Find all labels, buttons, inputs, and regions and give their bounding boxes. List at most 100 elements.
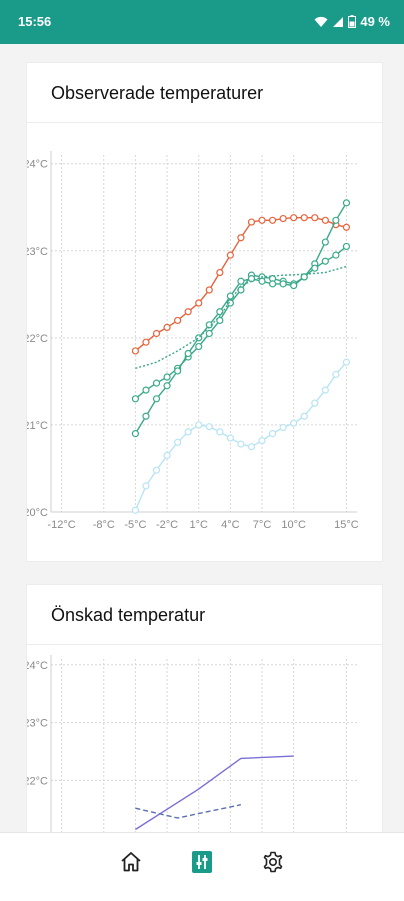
x-tick-label: -8°C bbox=[93, 519, 115, 531]
series-line-0 bbox=[135, 755, 294, 831]
data-point bbox=[205, 286, 213, 294]
data-point bbox=[216, 268, 224, 277]
data-point bbox=[237, 286, 245, 294]
data-point bbox=[268, 430, 277, 438]
x-tick-label: 10°C bbox=[281, 519, 306, 531]
data-point bbox=[131, 395, 140, 403]
data-point bbox=[279, 423, 287, 432]
data-point bbox=[279, 280, 287, 288]
data-point bbox=[163, 382, 171, 390]
x-tick-label: -5°C bbox=[124, 519, 146, 531]
data-point bbox=[216, 316, 224, 325]
data-point bbox=[321, 386, 329, 394]
y-tick-label: 23°C bbox=[27, 718, 48, 730]
observed-temperatures-chart: 20°C 21°C 22°C 23°C 24°C -12°C -8°C -5°C -2°C 1°C… bbox=[27, 151, 359, 531]
card-title: Observerade temperaturer bbox=[51, 83, 264, 103]
data-point bbox=[142, 412, 150, 420]
home-icon bbox=[121, 852, 141, 872]
y-tick-label: 20°C bbox=[27, 507, 48, 519]
data-point bbox=[290, 282, 298, 290]
data-point bbox=[311, 214, 319, 222]
data-point bbox=[311, 399, 319, 407]
data-point bbox=[247, 218, 256, 226]
data-point bbox=[332, 216, 340, 224]
status-time: 15:56 bbox=[18, 14, 52, 29]
main-content[interactable]: Observerade temperaturer 20°C 21°C 22°C 23°… bbox=[0, 44, 404, 832]
data-point bbox=[342, 358, 351, 366]
data-point bbox=[290, 419, 298, 427]
desired-temperature-card: Önskad temperatur 21°C22°C23°C24°C bbox=[26, 584, 383, 832]
nav-control-button[interactable] bbox=[187, 847, 217, 877]
data-point bbox=[152, 329, 161, 338]
data-point bbox=[226, 251, 234, 259]
data-point bbox=[258, 437, 266, 445]
data-point bbox=[247, 443, 256, 451]
data-point bbox=[205, 329, 213, 338]
data-point bbox=[268, 216, 277, 224]
data-point bbox=[174, 438, 182, 446]
y-tick-label: 24°C bbox=[27, 159, 48, 171]
observed-temperatures-card: Observerade temperaturer 20°C 21°C 22°C 23°… bbox=[26, 62, 383, 562]
data-point bbox=[205, 423, 213, 431]
data-point bbox=[142, 386, 150, 394]
data-point bbox=[163, 451, 171, 460]
data-point bbox=[300, 273, 308, 281]
wifi-icon bbox=[314, 16, 328, 28]
x-tick-label: 4°C bbox=[221, 519, 240, 531]
status-bar: 15:56 49 % bbox=[0, 0, 404, 44]
data-point bbox=[332, 370, 340, 379]
data-point bbox=[237, 277, 245, 285]
data-point bbox=[342, 199, 351, 207]
y-tick-label: 22°C bbox=[27, 333, 48, 345]
data-point bbox=[237, 440, 245, 448]
data-point bbox=[321, 216, 329, 224]
data-point bbox=[163, 323, 171, 332]
data-point bbox=[184, 308, 192, 316]
card-title: Önskad temperatur bbox=[51, 605, 206, 625]
data-point bbox=[321, 257, 329, 265]
data-point bbox=[152, 466, 161, 474]
data-point bbox=[174, 316, 182, 325]
data-point bbox=[321, 238, 329, 246]
data-point bbox=[226, 434, 234, 442]
series-line-1 bbox=[135, 804, 242, 819]
gear-icon bbox=[263, 851, 283, 873]
data-point bbox=[290, 214, 298, 222]
battery-icon bbox=[348, 15, 357, 28]
data-point bbox=[195, 342, 203, 351]
x-tick-label: 1°C bbox=[189, 519, 208, 531]
data-point bbox=[163, 373, 171, 381]
bottom-navigation bbox=[0, 832, 404, 901]
signal-icon bbox=[332, 16, 344, 28]
data-point bbox=[152, 395, 161, 403]
data-point bbox=[268, 280, 277, 288]
battery-percent: 49 % bbox=[360, 14, 390, 29]
sliders-icon bbox=[192, 851, 212, 873]
x-tick-label: 7°C bbox=[253, 519, 272, 531]
data-point bbox=[279, 214, 287, 223]
data-point bbox=[131, 506, 140, 514]
data-point bbox=[216, 428, 224, 436]
data-point bbox=[258, 277, 266, 285]
data-point bbox=[131, 347, 140, 355]
data-point bbox=[131, 430, 140, 438]
y-tick-label: 24°C bbox=[27, 660, 48, 672]
data-point bbox=[300, 214, 308, 222]
status-icons: 49 % bbox=[314, 14, 390, 29]
data-point bbox=[152, 379, 161, 387]
data-point bbox=[311, 264, 319, 272]
data-point bbox=[142, 338, 150, 346]
data-point bbox=[195, 421, 203, 429]
y-tick-label: 21°C bbox=[27, 420, 48, 432]
nav-home-button[interactable] bbox=[116, 847, 146, 877]
data-point bbox=[226, 292, 234, 300]
nav-settings-button[interactable] bbox=[258, 847, 288, 877]
data-point bbox=[174, 367, 182, 375]
series-line-3 bbox=[135, 265, 347, 369]
x-tick-label: -12°C bbox=[47, 519, 75, 531]
data-point bbox=[237, 234, 245, 242]
data-point bbox=[300, 412, 308, 420]
card-divider bbox=[27, 644, 382, 645]
data-point bbox=[184, 428, 192, 436]
x-tick-label: 15°C bbox=[334, 519, 359, 531]
